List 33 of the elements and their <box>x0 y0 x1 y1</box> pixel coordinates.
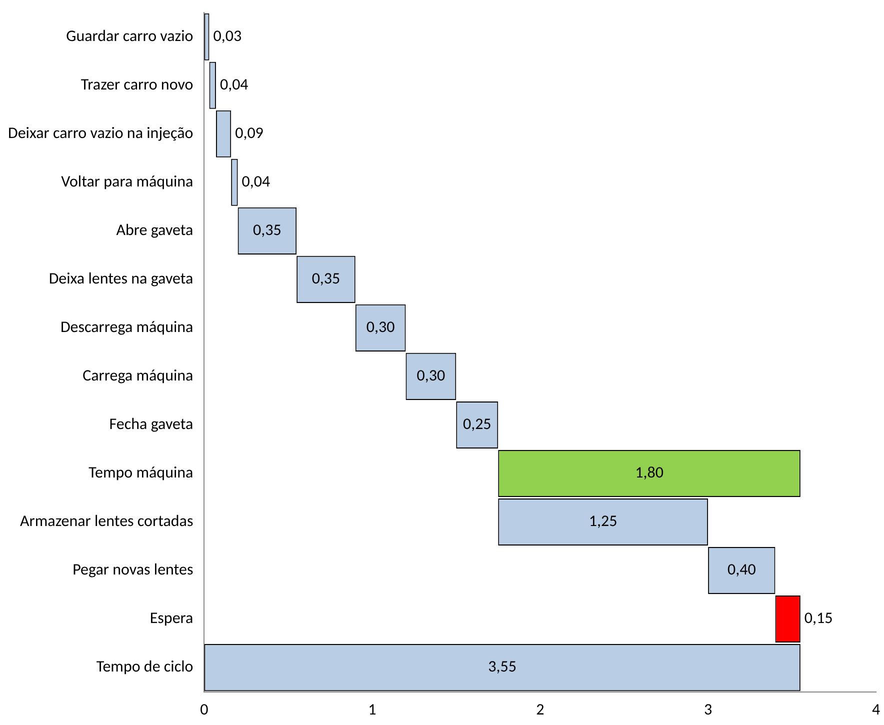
data-label: 0,35 <box>253 220 282 240</box>
y-tick-label: Armazenar lentes cortadas <box>20 512 194 531</box>
data-label: 0,09 <box>235 124 264 143</box>
y-tick-label: Fecha gaveta <box>109 414 194 434</box>
x-tick-label: 0 <box>200 700 208 720</box>
y-tick-label: Deixar carro vazio na injeção <box>8 124 194 143</box>
data-label: 0,30 <box>366 318 395 337</box>
data-label: 0,40 <box>727 560 756 580</box>
y-tick-label: Trazer carro novo <box>80 75 194 94</box>
data-label: 0,30 <box>416 366 446 386</box>
y-tick-label: Espera <box>150 609 194 628</box>
y-tick-label: Descarrega máquina <box>60 318 194 337</box>
data-label: 1,80 <box>635 463 664 482</box>
data-label: 0,15 <box>804 609 833 628</box>
y-tick-label: Tempo de ciclo <box>96 658 194 677</box>
data-label: 1,25 <box>588 512 618 531</box>
data-label: 0,35 <box>312 269 340 288</box>
data-label: 0,03 <box>213 26 242 46</box>
y-tick-label: Voltar para máquina <box>61 172 194 192</box>
x-tick-label: 1 <box>368 700 376 720</box>
data-label: 0,04 <box>220 75 248 94</box>
x-tick-label: 3 <box>704 700 712 720</box>
data-label: 3,55 <box>488 658 516 677</box>
y-tick-label: Abre gaveta <box>116 220 194 240</box>
data-label: 0,25 <box>462 414 492 434</box>
x-tick-label: 4 <box>872 700 880 720</box>
x-tick-label: 2 <box>536 700 544 720</box>
y-tick-label: Guardar carro vazio <box>66 26 194 46</box>
y-tick-label: Pegar novas lentes <box>72 560 194 580</box>
y-tick-label: Carrega máquina <box>82 366 194 386</box>
data-label: 0,04 <box>242 172 270 192</box>
y-tick-label: Tempo máquina <box>88 463 194 482</box>
y-tick-label: Deixa lentes na gaveta <box>48 269 194 288</box>
